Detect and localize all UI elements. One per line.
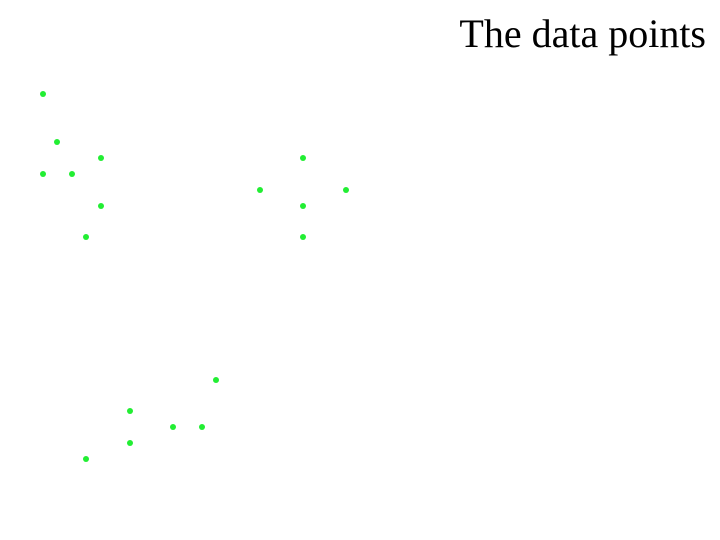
data-point — [343, 187, 349, 193]
data-point — [54, 139, 60, 145]
data-point — [127, 440, 133, 446]
data-point — [127, 408, 133, 414]
data-point — [83, 234, 89, 240]
data-point — [257, 187, 263, 193]
chart-title: The data points — [459, 11, 706, 56]
data-point — [213, 377, 219, 383]
data-point — [83, 456, 89, 462]
data-point — [98, 155, 104, 161]
data-point — [300, 234, 306, 240]
data-point — [300, 155, 306, 161]
data-point — [40, 171, 46, 177]
data-point — [199, 424, 205, 430]
data-point — [170, 424, 176, 430]
data-point — [40, 91, 46, 97]
data-point — [300, 203, 306, 209]
data-point — [69, 171, 75, 177]
data-point — [98, 203, 104, 209]
